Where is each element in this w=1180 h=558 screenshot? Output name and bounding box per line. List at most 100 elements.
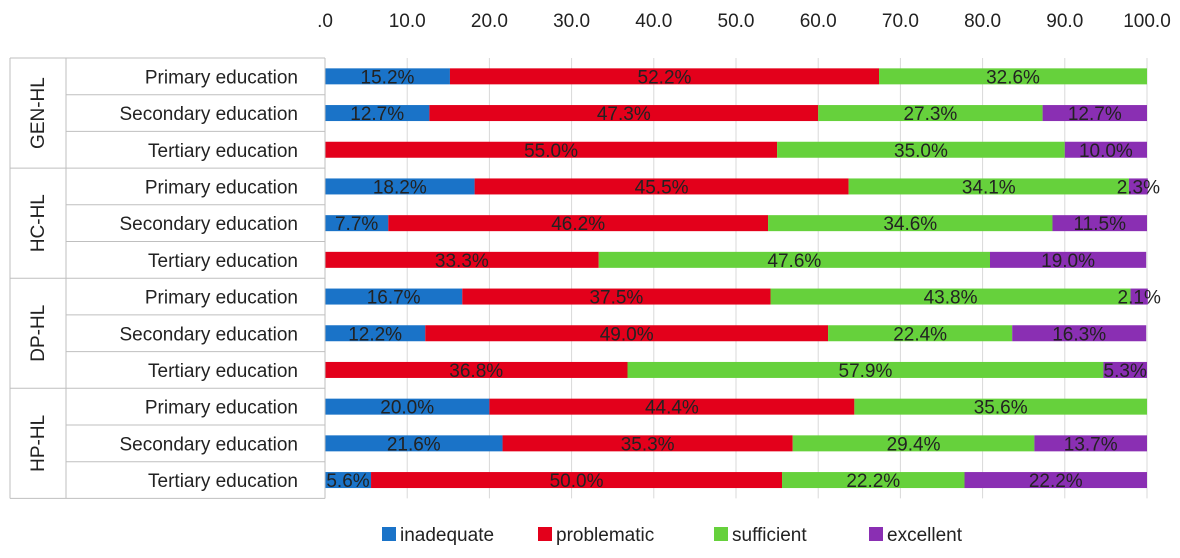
- x-tick-label: 10.0: [389, 11, 426, 32]
- bar-segment-excellent: [1128, 178, 1148, 195]
- category-label: Tertiary education: [148, 471, 298, 492]
- bar-segment-sufficient: [879, 68, 1147, 85]
- legend-label-sufficient: sufficient: [732, 525, 807, 546]
- data-label: 18.2%: [373, 177, 427, 198]
- data-label: 5.3%: [1104, 361, 1147, 382]
- x-tick-label: 60.0: [800, 11, 837, 32]
- bar-segment-sufficient: [770, 288, 1131, 305]
- bar-segment-inadequate: [325, 68, 450, 85]
- bars: [325, 68, 1148, 489]
- data-label: 35.0%: [894, 141, 948, 162]
- x-tick-label: 30.0: [553, 11, 590, 32]
- data-label: 10.0%: [1079, 141, 1133, 162]
- legend-swatch-excellent: [869, 527, 883, 541]
- bar-segment-sufficient: [828, 325, 1013, 342]
- category-label: Secondary education: [119, 104, 298, 125]
- bar-segment-sufficient: [768, 215, 1053, 232]
- group-label: GEN-HL: [28, 77, 49, 149]
- category-label: Tertiary education: [148, 251, 298, 272]
- data-label: 13.7%: [1064, 434, 1118, 455]
- bar-segment-excellent: [1034, 435, 1147, 452]
- data-label: 47.3%: [597, 104, 651, 125]
- data-label: 16.7%: [367, 288, 421, 309]
- x-tick-label: 90.0: [1046, 11, 1083, 32]
- data-label: 33.3%: [435, 251, 489, 272]
- bar-segment-problematic: [325, 361, 628, 378]
- data-label: 34.6%: [883, 214, 937, 235]
- bar-segment-problematic: [502, 435, 793, 452]
- bar-segment-problematic: [388, 215, 769, 232]
- bar-segment-problematic: [449, 68, 880, 85]
- legend-swatch-problematic: [538, 527, 552, 541]
- data-label: 44.4%: [645, 398, 699, 419]
- data-label: 47.6%: [767, 251, 821, 272]
- x-tick-label: 50.0: [718, 11, 755, 32]
- data-label: 12.7%: [1068, 104, 1122, 125]
- bar-segment-excellent: [1052, 215, 1147, 232]
- data-label: 27.3%: [903, 104, 957, 125]
- bar-segment-sufficient: [854, 398, 1147, 415]
- data-label: 34.1%: [962, 177, 1016, 198]
- bar-segment-sufficient: [782, 472, 965, 489]
- data-label: 43.8%: [924, 288, 978, 309]
- bar-segment-sufficient: [818, 105, 1043, 122]
- bar-segment-excellent: [964, 472, 1147, 489]
- data-label: 15.2%: [361, 67, 415, 88]
- bar-segment-problematic: [489, 398, 855, 415]
- data-label: 20.0%: [380, 398, 434, 419]
- category-label: Primary education: [145, 67, 298, 88]
- category-label: Tertiary education: [148, 361, 298, 382]
- bar-segment-inadequate: [325, 325, 426, 342]
- bar-segment-problematic: [425, 325, 829, 342]
- data-label: 35.6%: [974, 398, 1028, 419]
- category-label: Secondary education: [119, 324, 298, 345]
- category-label: Primary education: [145, 177, 298, 198]
- x-tick-label: 20.0: [471, 11, 508, 32]
- data-label: 35.3%: [621, 434, 675, 455]
- group-label: HP-HL: [28, 415, 49, 472]
- bar-segment-problematic: [371, 472, 783, 489]
- data-label: 2.1%: [1118, 288, 1161, 309]
- data-label: 2.3%: [1117, 177, 1160, 198]
- data-label: 22.2%: [1029, 471, 1083, 492]
- bar-segment-inadequate: [325, 288, 463, 305]
- legend-label-inadequate: inadequate: [400, 525, 494, 546]
- data-label: 50.0%: [550, 471, 604, 492]
- bar-segment-inadequate: [325, 398, 490, 415]
- bar-segment-problematic: [325, 141, 778, 158]
- group-label: HC-HL: [28, 194, 49, 252]
- bar-segment-inadequate: [325, 435, 503, 452]
- data-label: 29.4%: [887, 434, 941, 455]
- bar-segment-problematic: [325, 251, 599, 268]
- bar-segment-sufficient: [848, 178, 1129, 195]
- x-tick-label: 70.0: [882, 11, 919, 32]
- data-label: 22.2%: [846, 471, 900, 492]
- category-label: Primary education: [145, 398, 298, 419]
- data-label: 49.0%: [600, 324, 654, 345]
- bar-segment-inadequate: [325, 178, 475, 195]
- data-label: 46.2%: [551, 214, 605, 235]
- x-tick-label: 80.0: [964, 11, 1001, 32]
- legend-swatch-inadequate: [382, 527, 396, 541]
- data-label: 16.3%: [1052, 324, 1106, 345]
- category-label: Secondary education: [119, 214, 298, 235]
- group-label: DP-HL: [28, 305, 49, 362]
- x-tick-label: .0: [317, 11, 333, 32]
- bar-segment-sufficient: [777, 141, 1065, 158]
- data-label: 5.6%: [326, 471, 369, 492]
- x-tick-label: 100.0: [1123, 11, 1171, 32]
- bar-segment-sufficient: [598, 251, 990, 268]
- category-label: Tertiary education: [148, 141, 298, 162]
- data-labels: 15.2% 52.2% 32.6% 12.7% 47.3% 27.3% 12.7% 55.0%…: [326, 67, 1161, 492]
- data-label: 36.8%: [449, 361, 503, 382]
- bar-segment-sufficient: [792, 435, 1035, 452]
- data-label: 7.7%: [335, 214, 378, 235]
- data-label: 52.2%: [638, 67, 692, 88]
- bar-segment-inadequate: [325, 105, 430, 122]
- data-label: 55.0%: [524, 141, 578, 162]
- bar-segment-sufficient: [627, 361, 1104, 378]
- data-label: 45.5%: [635, 177, 689, 198]
- bar-segment-problematic: [462, 288, 771, 305]
- data-label: 22.4%: [893, 324, 947, 345]
